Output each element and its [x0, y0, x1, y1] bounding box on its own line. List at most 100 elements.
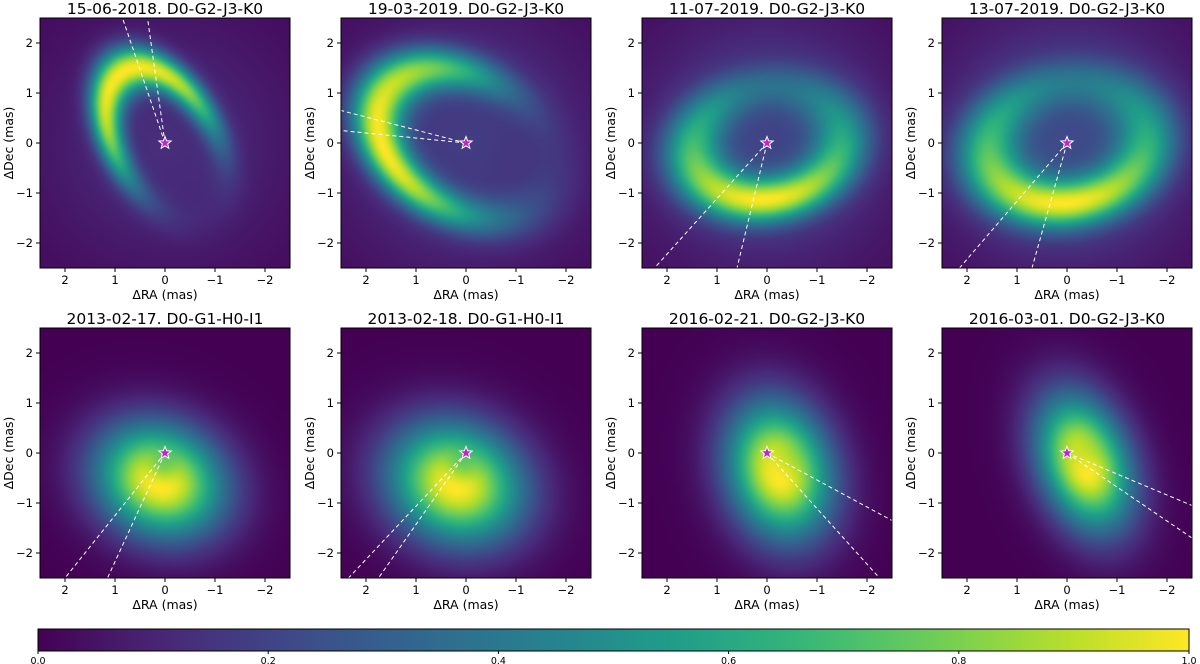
panel-5: 2 1 0 −1 −2 −2 −1 0 1 2 2013-02-17. D0-G1-H0-I1 ΔRA…	[1, 310, 291, 612]
y-tick-label: −1	[618, 186, 635, 200]
x-axis-label: ΔRA (mas)	[132, 287, 197, 302]
x-axis-label: ΔRA (mas)	[734, 597, 799, 612]
y-tick-label: 2	[327, 346, 334, 360]
dashed-line-2	[147, 17, 166, 144]
star-marker	[157, 445, 173, 460]
y-axis-label: ΔDec (mas)	[1, 107, 16, 180]
star-marker	[759, 135, 775, 150]
y-tick-label: −2	[317, 236, 334, 250]
panel-8: 2 1 0 −1 −2 −2 −1 0 1 2 2016-03-01. D0-G2-J3-K0 ΔRA…	[903, 310, 1193, 612]
y-tick-label: −2	[918, 236, 935, 250]
x-tick-label: −1	[508, 583, 525, 597]
panel-3: 2 1 0 −1 −2 −2 −1 0 1 2 11-07-2019. D0-G2-J3-K0 ΔRA…	[603, 0, 893, 302]
x-tick-label: 0	[462, 273, 469, 287]
x-tick-label: 0	[462, 583, 469, 597]
panel-4: 2 1 0 −1 −2 −2 −1 0 1 2 13-07-2019. D0-G2-J3-K0 ΔRA…	[903, 0, 1193, 302]
x-tick-label: 0	[1063, 273, 1070, 287]
x-tick-label: 1	[111, 273, 118, 287]
dashed-line-1	[64, 452, 166, 579]
x-tick-label: 0	[1063, 583, 1070, 597]
y-tick-label: −2	[918, 546, 935, 560]
y-tick-label: −1	[16, 496, 33, 510]
y-tick-label: −2	[16, 236, 33, 250]
y-tick-label: 0	[26, 446, 33, 460]
x-tick-label: 2	[362, 273, 369, 287]
y-tick-label: 0	[928, 136, 935, 150]
x-tick-label: −1	[1109, 583, 1126, 597]
panel-title: 19-03-2019. D0-G2-J3-K0	[368, 0, 564, 18]
star-marker	[1059, 445, 1075, 460]
x-tick-label: −1	[809, 583, 826, 597]
y-axis-label: ΔDec (mas)	[903, 107, 918, 180]
panel-title: 2016-03-01. D0-G2-J3-K0	[969, 310, 1165, 328]
x-tick-label: −2	[558, 583, 575, 597]
x-tick-label: 1	[1013, 273, 1020, 287]
y-tick-label: −1	[918, 186, 935, 200]
panel-title: 2013-02-17. D0-G1-H0-I1	[67, 310, 264, 328]
dashed-line-2	[378, 452, 467, 579]
panel-6: 2 1 0 −1 −2 −2 −1 0 1 2 2013-02-18. D0-G1-H0-I1 ΔRA…	[302, 310, 592, 612]
dashed-line-2	[766, 452, 880, 579]
y-tick-label: −1	[317, 496, 334, 510]
x-axis-label: ΔRA (mas)	[132, 597, 197, 612]
x-tick-label: 1	[1013, 583, 1020, 597]
y-tick-label: 1	[628, 396, 635, 410]
y-axis-label: ΔDec (mas)	[302, 417, 317, 490]
panel-title: 15-06-2018. D0-G2-J3-K0	[67, 0, 263, 18]
y-tick-label: 0	[327, 136, 334, 150]
y-tick-label: −2	[16, 546, 33, 560]
y-axis-label: ΔDec (mas)	[1, 417, 16, 490]
star-marker	[458, 135, 474, 150]
y-tick-label: 0	[26, 136, 33, 150]
x-tick-label: 2	[362, 583, 369, 597]
x-tick-label: 2	[61, 273, 68, 287]
y-axis-label: ΔDec (mas)	[603, 417, 618, 490]
star-marker	[157, 135, 173, 150]
x-axis-label: ΔRA (mas)	[1034, 287, 1099, 302]
colorbar-tick-label: 0.4	[491, 656, 506, 664]
x-tick-label: −1	[508, 273, 525, 287]
y-tick-label: 2	[928, 36, 935, 50]
y-tick-label: 0	[327, 446, 334, 460]
y-axis-label: ΔDec (mas)	[302, 107, 317, 180]
x-tick-label: 2	[663, 583, 670, 597]
x-tick-label: 2	[61, 583, 68, 597]
x-tick-label: −2	[1159, 273, 1176, 287]
colorbar-bar	[37, 628, 1190, 652]
y-tick-label: 2	[26, 36, 33, 50]
x-tick-label: 0	[161, 583, 168, 597]
colorbar-tick-label: 1.0	[1181, 656, 1196, 664]
x-tick-label: 2	[963, 583, 970, 597]
x-axis-label: ΔRA (mas)	[734, 287, 799, 302]
x-tick-label: 1	[111, 583, 118, 597]
star-marker	[458, 445, 474, 460]
x-tick-label: 1	[412, 583, 419, 597]
x-tick-label: −2	[257, 583, 274, 597]
y-tick-label: 0	[928, 446, 935, 460]
x-tick-label: 2	[663, 273, 670, 287]
dashed-line-1	[1066, 452, 1193, 506]
y-tick-label: −2	[618, 546, 635, 560]
x-tick-label: 0	[763, 583, 770, 597]
x-tick-label: −1	[1109, 273, 1126, 287]
y-tick-label: 1	[628, 86, 635, 100]
y-tick-label: 1	[26, 396, 33, 410]
x-tick-label: 1	[713, 273, 720, 287]
dashed-line-1	[122, 17, 166, 144]
dashed-line-2	[107, 452, 166, 579]
x-tick-label: 1	[713, 583, 720, 597]
y-tick-label: 1	[327, 86, 334, 100]
x-tick-label: 2	[963, 273, 970, 287]
panel-title: 2016-02-21. D0-G2-J3-K0	[669, 310, 865, 328]
panel-title: 13-07-2019. D0-G2-J3-K0	[969, 0, 1165, 18]
x-tick-label: 1	[412, 273, 419, 287]
y-tick-label: −1	[918, 496, 935, 510]
y-axis-label: ΔDec (mas)	[903, 417, 918, 490]
colorbar-tick-label: 0.6	[721, 656, 736, 664]
y-tick-label: 1	[327, 396, 334, 410]
y-tick-label: −2	[317, 546, 334, 560]
y-tick-label: −1	[317, 186, 334, 200]
x-tick-label: −2	[1159, 583, 1176, 597]
x-tick-label: −2	[859, 583, 876, 597]
x-tick-label: −1	[207, 273, 224, 287]
